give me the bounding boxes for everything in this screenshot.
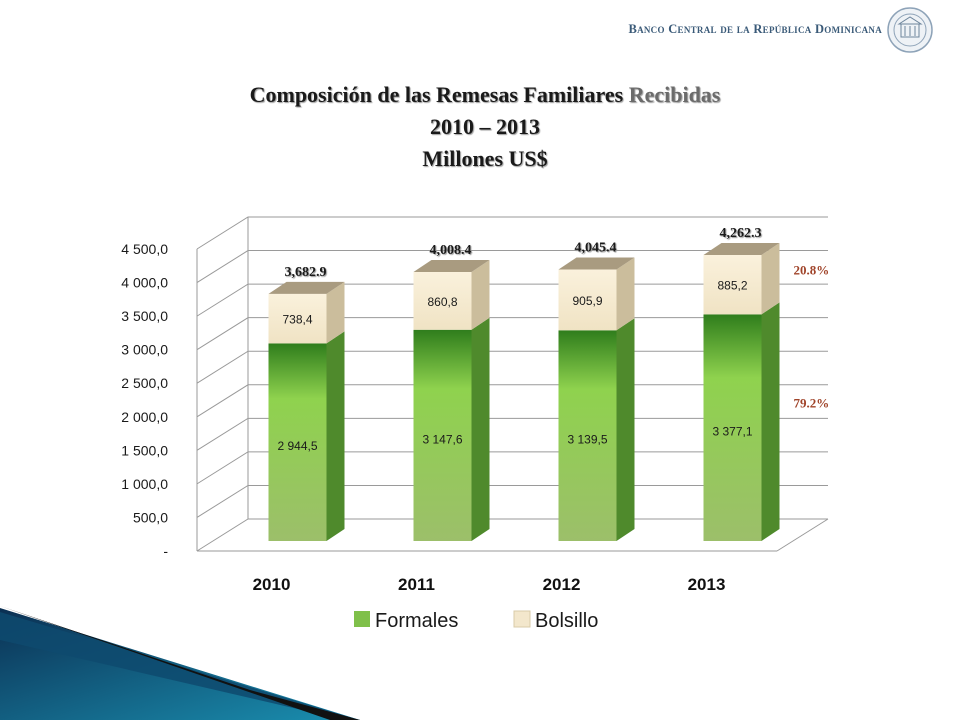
y-tick-label: 3 500,0 bbox=[121, 308, 168, 324]
bar-formales-side bbox=[761, 302, 780, 541]
bar-bolsillo bbox=[413, 271, 472, 330]
legend-label-formales: Formales bbox=[375, 610, 458, 632]
value-label-formales: 3 377,1 bbox=[712, 425, 752, 439]
floor-edge bbox=[776, 518, 829, 552]
total-label: 4,008.4 bbox=[430, 243, 472, 258]
total-label: 4,045.4 bbox=[575, 241, 617, 256]
bar-formales-side bbox=[616, 318, 635, 541]
header-organization: Banco Central de la República Dominicana bbox=[628, 22, 882, 36]
y-tick-label: 1 500,0 bbox=[121, 442, 168, 458]
x-tick-label: 2012 bbox=[543, 575, 581, 594]
chart-title-line1: Composición de las Remesas Familiares Re… bbox=[0, 82, 960, 108]
bar-bolsillo-side bbox=[761, 242, 780, 315]
y-tick-label: 4 500,0 bbox=[121, 241, 168, 257]
y-tick-label: 4 000,0 bbox=[121, 275, 168, 291]
bar-formales bbox=[268, 343, 327, 541]
x-tick-label: 2013 bbox=[688, 575, 726, 594]
x-tick-label: 2011 bbox=[398, 575, 435, 594]
bar-formales bbox=[558, 330, 617, 541]
central-bank-seal-icon bbox=[887, 7, 933, 53]
y-tick-label: 3 000,0 bbox=[121, 342, 168, 358]
y-tick-label: 1 000,0 bbox=[121, 476, 168, 492]
share-label-bolsillo: 20.8% bbox=[794, 263, 830, 278]
bar-top bbox=[413, 259, 490, 272]
bar-formales-side bbox=[326, 331, 345, 541]
y-tick-label: 2 000,0 bbox=[121, 409, 168, 425]
value-label-bolsillo: 738,4 bbox=[282, 313, 312, 327]
bar-formales bbox=[413, 329, 472, 541]
chart-title-units: Millones US$ bbox=[422, 146, 548, 171]
bar-formales bbox=[703, 314, 762, 541]
legend-swatch-formales bbox=[354, 611, 370, 627]
total-label: 4,262.3 bbox=[720, 226, 762, 241]
y-tick-label: - bbox=[163, 543, 168, 559]
bar-top bbox=[558, 257, 635, 270]
title-main: Composición de las Remesas Familiares bbox=[249, 82, 624, 107]
bar-bolsillo bbox=[558, 269, 617, 331]
bar-bolsillo bbox=[703, 254, 762, 315]
total-label: 3,682.9 bbox=[285, 265, 327, 280]
bar-bolsillo-side bbox=[616, 257, 635, 331]
y-tick-label: 2 500,0 bbox=[121, 375, 168, 391]
chart-title-years: 2010 – 2013 bbox=[430, 114, 540, 139]
corner-decoration bbox=[0, 606, 360, 720]
value-label-formales: 3 139,5 bbox=[567, 433, 607, 447]
value-label-formales: 2 944,5 bbox=[277, 439, 317, 453]
bar-top bbox=[703, 242, 780, 255]
bar-top bbox=[268, 281, 345, 294]
legend-label-bolsillo: Bolsillo bbox=[535, 610, 598, 632]
bar-bolsillo-side bbox=[471, 259, 490, 330]
bar-bolsillo bbox=[268, 293, 327, 344]
y-tick-label: 500,0 bbox=[133, 509, 168, 525]
title-tail: Recibidas bbox=[628, 82, 721, 107]
value-label-formales: 3 147,6 bbox=[422, 432, 462, 446]
value-label-bolsillo: 860,8 bbox=[427, 295, 457, 309]
value-label-bolsillo: 885,2 bbox=[717, 279, 747, 293]
share-label-formales: 79.2% bbox=[794, 396, 830, 411]
x-tick-label: 2010 bbox=[253, 575, 291, 594]
legend-swatch-bolsillo bbox=[513, 610, 531, 628]
bar-bolsillo-side bbox=[326, 281, 345, 344]
bar-formales-side bbox=[471, 317, 490, 541]
value-label-bolsillo: 905,9 bbox=[572, 294, 602, 308]
